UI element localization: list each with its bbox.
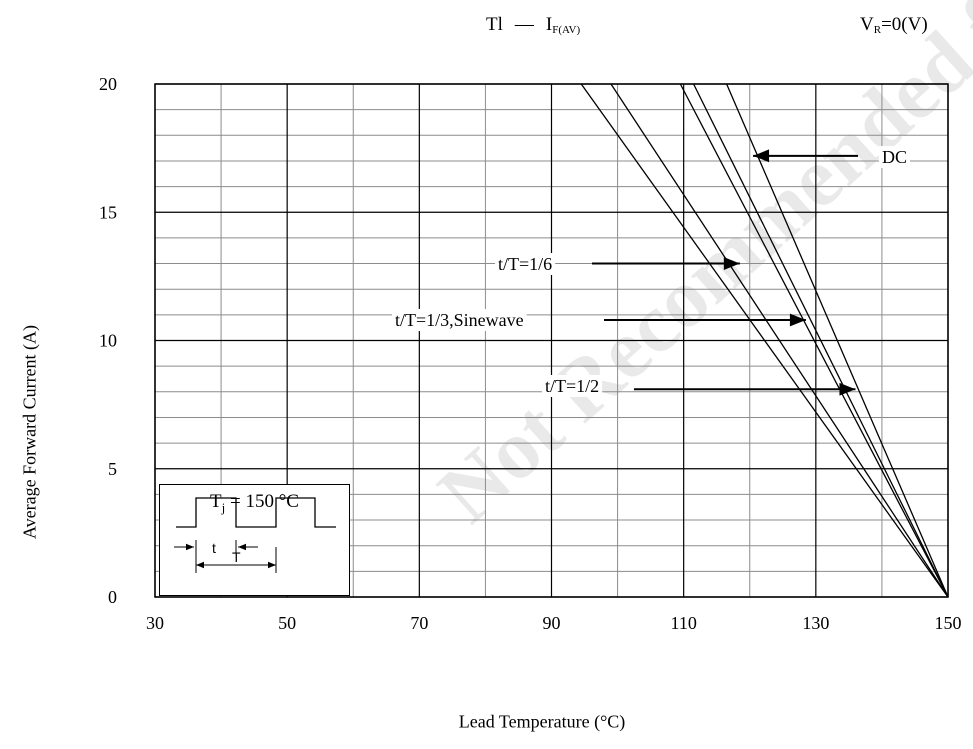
series-line-4 xyxy=(610,83,949,598)
chart-condition: VR=0(V) xyxy=(860,14,928,36)
annotation-label-2: t/T=1/6 xyxy=(498,254,552,274)
y-tick-label: 0 xyxy=(108,587,117,607)
x-tick-label: 110 xyxy=(670,613,696,633)
waveform-inset: Tj = 150 °C t T xyxy=(159,484,350,596)
x-tick-label: 30 xyxy=(146,613,164,633)
series-line-5 xyxy=(580,83,949,598)
pulse-waveform xyxy=(176,497,336,528)
y-axis-label: Average Forward Current (A) xyxy=(19,324,40,540)
annotations: DC t/T=1/6 t/T=1/3,Sinewave t/T=1/2 xyxy=(392,146,911,397)
annotation-label-1: DC xyxy=(882,147,907,167)
x-tick-label: 90 xyxy=(543,613,561,633)
x-tick-label: 150 xyxy=(935,613,962,633)
t-label: t xyxy=(212,540,216,556)
series-line-1 xyxy=(726,83,949,598)
y-tick-label: 10 xyxy=(99,331,117,351)
inset-junction-temp: Tj = 150 °C xyxy=(210,491,299,515)
annotation-label-3: t/T=1/3,Sinewave xyxy=(395,310,524,330)
period-label: T xyxy=(232,549,241,565)
y-tick-label: 20 xyxy=(99,74,117,94)
annotation-label-4: t/T=1/2 xyxy=(545,376,599,396)
chart-title: Tl — IF(AV) xyxy=(486,14,581,36)
y-tick-label: 5 xyxy=(108,459,117,479)
major-gridlines xyxy=(154,83,949,598)
x-tick-label: 130 xyxy=(802,613,829,633)
series-line-2 xyxy=(692,83,949,598)
annotation-bg-1 xyxy=(879,146,911,168)
annotation-bg-3 xyxy=(392,309,527,331)
y-tick-label: 15 xyxy=(99,202,117,222)
series-lines xyxy=(580,83,949,598)
x-axis-label: Lead Temperature (°C) xyxy=(458,711,626,732)
plot-frame xyxy=(154,83,949,598)
x-tick-label: 70 xyxy=(410,613,428,633)
series-line-3 xyxy=(679,83,949,598)
tick-labels: 30 50 70 90 110 130 150 0 5 10 15 20 xyxy=(99,74,962,633)
annotation-bg-4 xyxy=(542,375,603,397)
annotation-bg-2 xyxy=(495,253,556,275)
pulse-waveform-diagram: t T xyxy=(174,497,336,573)
x-tick-label: 50 xyxy=(278,613,296,633)
